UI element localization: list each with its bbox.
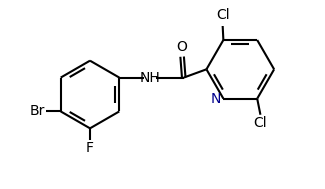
Text: O: O — [177, 40, 188, 54]
Text: NH: NH — [139, 70, 160, 85]
Text: N: N — [211, 92, 221, 106]
Text: Cl: Cl — [254, 116, 267, 130]
Text: Br: Br — [30, 104, 46, 119]
Text: F: F — [86, 141, 94, 155]
Text: Cl: Cl — [216, 8, 229, 22]
